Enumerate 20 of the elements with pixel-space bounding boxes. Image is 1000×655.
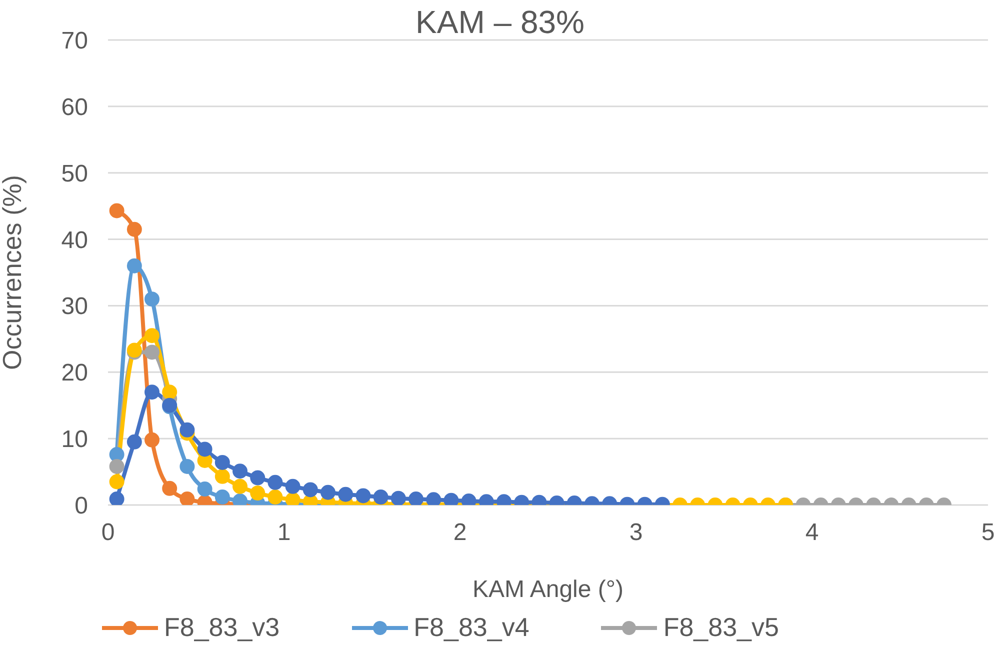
y-tick-label: 0	[74, 492, 88, 520]
y-tick-label: 10	[61, 426, 88, 454]
x-tick-label: 0	[101, 519, 115, 546]
y-tick-label: 40	[61, 226, 88, 254]
y-tick-label: 50	[61, 160, 88, 188]
chart-title: KAM – 83%	[416, 4, 584, 40]
x-axis-title: KAM Angle (°)	[472, 576, 624, 603]
legend-label: F8_83_v3	[164, 612, 280, 643]
y-tick-label: 20	[61, 360, 88, 387]
y-tick-label: 70	[61, 28, 88, 55]
legend-label: F8_83_v5	[663, 612, 779, 643]
y-axis-title: Occurrences (%)	[0, 174, 28, 370]
x-tick-label: 4	[805, 519, 819, 546]
x-tick-label: 2	[453, 519, 467, 546]
x-tick-label: 3	[629, 519, 643, 546]
y-tick-label: 60	[61, 94, 88, 121]
legend-label: F8_83_v4	[414, 612, 530, 643]
x-tick-label: 5	[981, 519, 995, 546]
x-tick-label: 1	[277, 519, 291, 546]
y-tick-label: 30	[61, 293, 88, 320]
